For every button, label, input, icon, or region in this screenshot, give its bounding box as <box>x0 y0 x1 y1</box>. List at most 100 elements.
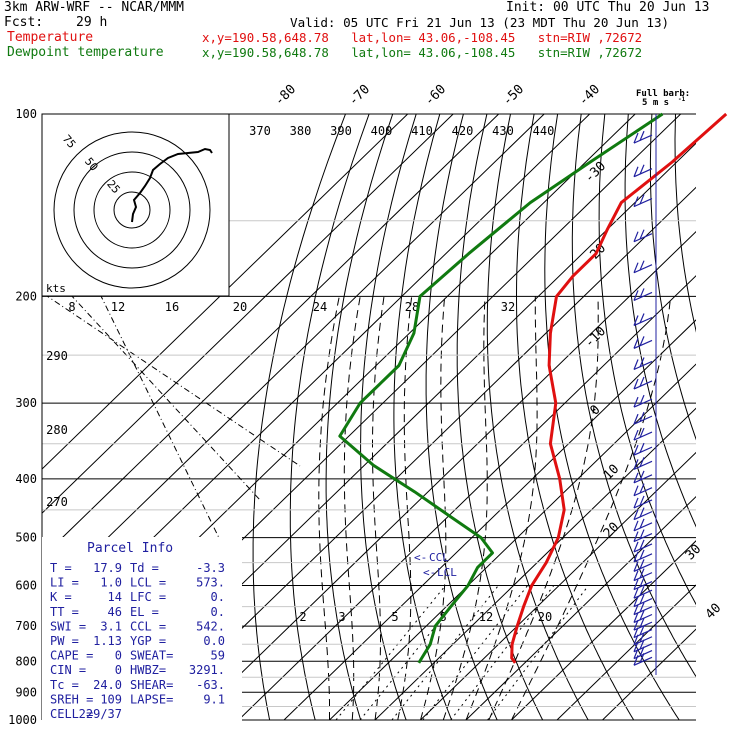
parcel-info-cell: 17.9 <box>93 561 122 575</box>
pressure-label-900: 900 <box>15 685 37 699</box>
theta-label: 430 <box>492 124 514 138</box>
lcl-ccl-markers: <- CCL <- LCL <box>414 551 457 579</box>
wind-barb <box>633 533 653 543</box>
wind-barb-flag <box>639 194 645 205</box>
pressure-label-1000: 1000 <box>8 713 37 727</box>
parcel-info-cell: EL = <box>130 605 159 619</box>
wind-barb-flag <box>633 315 639 326</box>
parcel-info-cell: SWEAT= <box>130 649 173 663</box>
parcel-info-cell: Tc = <box>50 678 79 692</box>
wind-barb-flag <box>633 132 639 144</box>
isotherm <box>147 186 696 721</box>
wind-barb-flag <box>633 262 639 273</box>
wind-barb-column <box>633 114 657 675</box>
parcel-info-cell: YGP = <box>130 634 166 648</box>
wind-barb-flag <box>633 429 639 441</box>
wind-barb <box>633 553 653 563</box>
wind-barb <box>633 606 653 616</box>
parcel-info-cell: 0.0 <box>203 634 225 648</box>
pressure-label-800: 800 <box>15 654 37 668</box>
wind-barb <box>633 589 653 599</box>
parcel-info-cell: LAPSE= <box>130 692 173 706</box>
wind-barb-flag <box>633 444 639 456</box>
wind-barb <box>633 446 653 456</box>
wind-barb-flag <box>633 396 639 408</box>
wind-barb-flag <box>639 164 645 175</box>
wind-barb <box>633 474 653 484</box>
parcel-info-cell: 542. <box>196 619 225 633</box>
wind-barb-flag <box>633 509 639 520</box>
wind-barb-flag <box>633 459 639 470</box>
wind-barb <box>633 233 653 243</box>
isotherm <box>511 540 696 721</box>
wind-barb-flag <box>633 472 639 484</box>
parcel-info-cell: 229/37 <box>79 707 122 721</box>
wind-barb-flag <box>633 290 639 301</box>
wind-barb-flag <box>633 634 639 645</box>
pressure-tick-labels: 100 200 300 400 500 600 700 800 900 1000 <box>8 107 37 727</box>
wind-barb-flag <box>639 549 645 560</box>
temperature-series <box>510 112 728 664</box>
mixing-ratio-labels: 8 12 16 20 24 28 322 3 5 8 12 20 <box>68 300 552 624</box>
wind-barb-flag <box>633 231 639 242</box>
isotherm-label: 30 <box>683 542 705 564</box>
wind-barb <box>633 398 653 408</box>
mixing-top-label: 8 <box>68 300 75 314</box>
barb-legend-line2: 5 m s <box>642 98 669 108</box>
wind-barb <box>633 597 653 608</box>
wind-barb-flag <box>639 411 645 422</box>
model-title: 3km ARW-WRF -- NCAR/MMM <box>4 0 185 15</box>
wind-barb-flag <box>639 457 645 468</box>
theta-left-label: 270 <box>46 495 68 509</box>
isotherm <box>465 496 696 721</box>
theta-label: 370 <box>249 124 271 138</box>
wind-barb-flag <box>633 413 639 425</box>
dry-adiabat <box>515 114 635 721</box>
wind-barb-flag <box>633 612 639 623</box>
wind-barb-flag <box>639 646 645 657</box>
moist-adiabat <box>343 296 361 720</box>
parcel-info-cell: -63. <box>196 678 225 692</box>
parcel-info-cell: T = <box>50 561 72 575</box>
parcel-info-cell: 3291. <box>189 663 225 677</box>
parcel-info-cell: HWBZ= <box>130 663 166 677</box>
wind-barb-flag <box>633 485 639 496</box>
wind-barb-flag <box>639 568 645 579</box>
mixing-bottom-label: 20 <box>538 610 552 624</box>
ccl-arrow: <- <box>414 551 427 564</box>
wind-barb-flag <box>633 166 639 177</box>
parcel-info-title: Parcel Info <box>87 541 173 556</box>
wind-barb-flag <box>639 602 645 613</box>
parcel-info-cell: 1.13 <box>93 634 122 648</box>
parcel-info-cell: 24.0 <box>93 678 122 692</box>
pressure-label-400: 400 <box>15 472 37 486</box>
wind-barb <box>633 339 653 349</box>
parcel-info-cell: Td = <box>130 561 159 575</box>
wind-barb-flag <box>633 627 639 638</box>
wind-barb-flag <box>639 427 645 438</box>
wind-barb-flag <box>639 632 645 643</box>
wind-barb-flag <box>639 625 645 636</box>
wind-barb-flag <box>633 338 639 349</box>
wind-barb-flag <box>633 541 639 553</box>
dry-adiabat <box>649 114 696 441</box>
parcel-info-cell: 1.0 <box>100 576 122 590</box>
mixing-top-label: 28 <box>405 300 419 314</box>
wind-barb-flag <box>633 641 639 652</box>
parcel-info-cell: 3.1 <box>100 619 122 633</box>
wind-barb-flag <box>633 604 639 615</box>
legend-dewpoint-info: x,y=190.58,648.78 lat,lon= 43.06,-108.45… <box>202 45 643 60</box>
legend-temperature-info: x,y=190.58,648.78 lat,lon= 43.06,-108.45… <box>202 30 643 45</box>
moist-adiabat <box>442 296 488 721</box>
parcel-info-cell: 14 <box>108 590 122 604</box>
wind-barb-flag <box>639 260 645 271</box>
hodograph: 25 50 75 kts <box>41 113 230 297</box>
wind-barb-flag <box>639 130 645 141</box>
wind-barb <box>633 572 653 582</box>
wind-barb-flag <box>639 483 645 494</box>
barb-legend-line1: Full barb: <box>636 89 690 99</box>
mixing-ratio-line <box>487 585 589 721</box>
wind-barb-flag <box>639 336 645 347</box>
pressure-label-500: 500 <box>15 531 37 545</box>
